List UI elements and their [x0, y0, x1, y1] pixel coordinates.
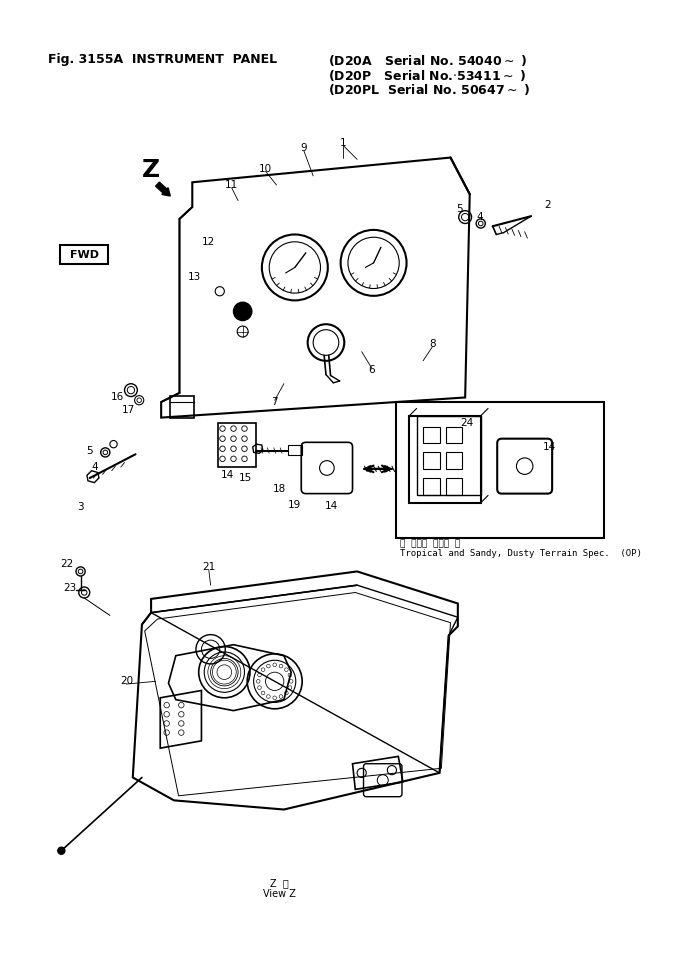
Bar	[396, 402, 604, 538]
Text: (D20P   Serial No.$\cdot$53411$\sim$ ): (D20P Serial No.$\cdot$53411$\sim$ )	[328, 68, 526, 83]
Text: (D20PL  Serial No. 50647$\sim$ ): (D20PL Serial No. 50647$\sim$ )	[328, 82, 530, 98]
Bar	[446, 427, 462, 443]
Text: 21: 21	[202, 562, 215, 572]
Bar	[446, 478, 462, 495]
Text: Z  視: Z 視	[270, 878, 289, 888]
Text: 17: 17	[122, 405, 135, 415]
Text: 熱  帯・砂  塵・仕  様: 熱 帯・砂 塵・仕 様	[400, 540, 460, 548]
Bar	[423, 453, 439, 469]
Text: 14: 14	[221, 470, 234, 480]
Circle shape	[234, 302, 252, 321]
Text: Fig. 3155A  INSTRUMENT  PANEL: Fig. 3155A INSTRUMENT PANEL	[48, 54, 277, 66]
Text: 23: 23	[63, 583, 76, 593]
Text: 14: 14	[543, 442, 556, 452]
Text: 6: 6	[369, 365, 375, 375]
Text: 15: 15	[239, 473, 252, 483]
Text: Z: Z	[142, 158, 160, 182]
Text: 9: 9	[300, 144, 307, 153]
Text: 3: 3	[77, 502, 84, 512]
Text: 10: 10	[259, 164, 272, 173]
Text: View Z: View Z	[263, 889, 296, 899]
Text: 18: 18	[273, 484, 286, 494]
Text: 4: 4	[92, 462, 99, 472]
Text: (D20A   Serial No. 54040$\sim$ ): (D20A Serial No. 54040$\sim$ )	[328, 54, 527, 68]
Text: 8: 8	[429, 340, 435, 349]
Text: 22: 22	[60, 559, 74, 569]
Text: 24: 24	[460, 418, 474, 428]
Bar	[416, 415, 481, 496]
Text: 14: 14	[325, 501, 338, 510]
Text: 5: 5	[456, 204, 463, 213]
Bar	[446, 453, 462, 469]
Text: 20: 20	[119, 677, 133, 686]
FancyBboxPatch shape	[61, 245, 108, 264]
Text: 13: 13	[188, 272, 200, 281]
Text: FWD: FWD	[70, 250, 99, 259]
Text: Tropical and Sandy, Dusty Terrain Spec.  (OP): Tropical and Sandy, Dusty Terrain Spec. …	[400, 548, 642, 558]
Text: 5: 5	[86, 446, 93, 456]
Text: 12: 12	[202, 236, 215, 247]
Bar	[409, 415, 481, 502]
FancyArrow shape	[156, 182, 170, 196]
Bar	[423, 478, 439, 495]
Text: 1: 1	[340, 138, 347, 148]
Text: 4: 4	[477, 212, 483, 222]
Text: 11: 11	[225, 180, 238, 190]
Circle shape	[57, 847, 65, 855]
Text: 19: 19	[288, 500, 302, 509]
Text: 2: 2	[544, 200, 551, 211]
Bar	[423, 427, 439, 443]
Bar	[218, 423, 256, 467]
Text: 16: 16	[111, 392, 124, 403]
Text: 7: 7	[271, 397, 278, 407]
